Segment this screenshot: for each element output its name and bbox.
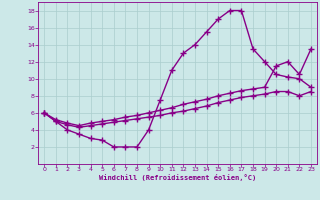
X-axis label: Windchill (Refroidissement éolien,°C): Windchill (Refroidissement éolien,°C) [99, 174, 256, 181]
